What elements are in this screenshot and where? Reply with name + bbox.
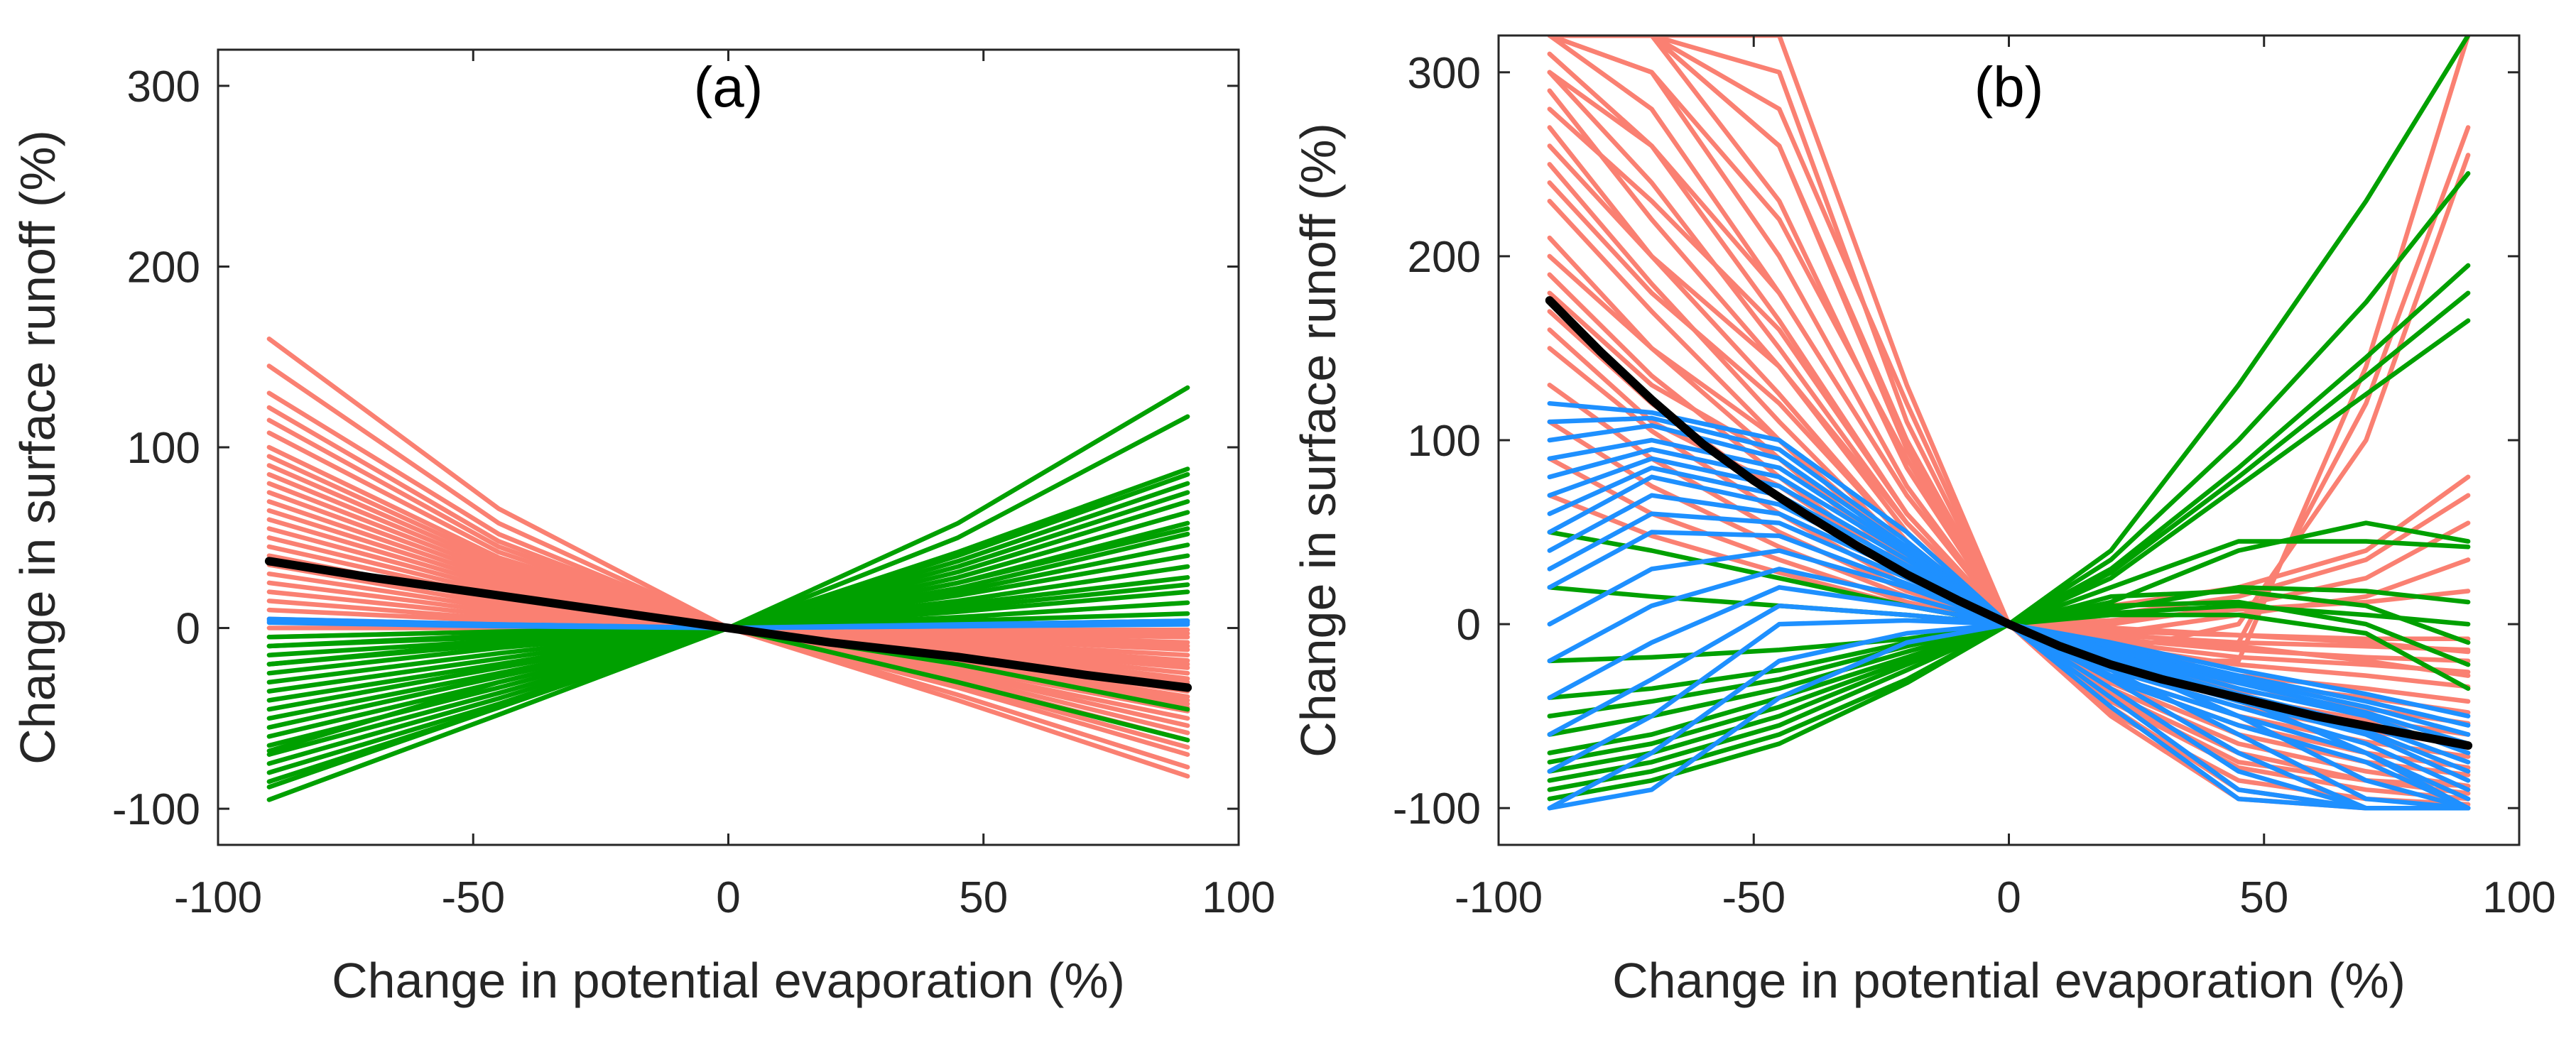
y-tick-label: 300	[1408, 49, 1481, 98]
x-tick-label: -50	[441, 873, 505, 922]
plot-area	[1545, 35, 2473, 811]
mean-line	[264, 557, 1192, 692]
x-tick-label: -50	[1722, 873, 1786, 922]
y-tick-label: 200	[127, 243, 200, 292]
panel-b: -100 -50 0 50 100 -100 0 100 200 300 Change in pot…	[1290, 34, 2556, 1008]
y-tick-label: 100	[127, 424, 200, 473]
panel-label: (b)	[1974, 55, 2044, 119]
x-tick-label: 100	[2482, 873, 2555, 922]
plot-area	[264, 337, 1192, 802]
series-line	[1547, 35, 2471, 792]
series-line	[1547, 35, 2471, 796]
x-tick-label: 50	[2239, 873, 2288, 922]
y-tick-label: -100	[1393, 785, 1481, 834]
x-tick-label: 100	[1202, 873, 1275, 922]
y-tick-label: 300	[127, 62, 200, 111]
mean-line	[1545, 296, 2473, 750]
x-tick-label: -100	[1455, 873, 1543, 922]
y-axis-label: Change in surface runoff (%)	[10, 130, 65, 765]
series-line	[1547, 520, 2471, 627]
panel-a: -100 -50 0 50 100 -100 0 100 200 300 Change in pot…	[10, 48, 1276, 1008]
x-tick-label: 0	[716, 873, 740, 922]
x-axis-label: Change in potential evaporation (%)	[1612, 953, 2406, 1008]
y-axis-label: Change in surface runoff (%)	[1290, 123, 1346, 758]
y-tick-label: 200	[1408, 233, 1481, 282]
x-tick-label: 50	[959, 873, 1008, 922]
y-tick-label: 0	[176, 605, 200, 654]
series-line	[1547, 70, 2471, 777]
y-tick-label: 0	[1457, 601, 1481, 650]
y-tick-label: -100	[112, 785, 200, 834]
y-tick-label: 100	[1408, 417, 1481, 466]
x-axis-label: Change in potential evaporation (%)	[332, 953, 1125, 1008]
x-tick-label: 0	[1996, 873, 2021, 922]
x-tick-label: -100	[174, 873, 262, 922]
panel-label: (a)	[694, 55, 763, 119]
series-line	[1547, 143, 2471, 627]
